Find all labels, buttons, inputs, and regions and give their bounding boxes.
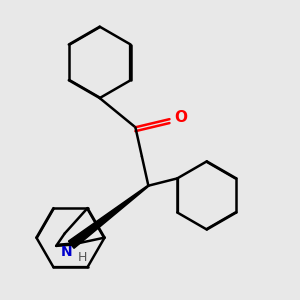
Text: N: N bbox=[61, 245, 72, 259]
Text: H: H bbox=[78, 251, 87, 264]
Text: O: O bbox=[174, 110, 187, 125]
Polygon shape bbox=[68, 185, 149, 248]
